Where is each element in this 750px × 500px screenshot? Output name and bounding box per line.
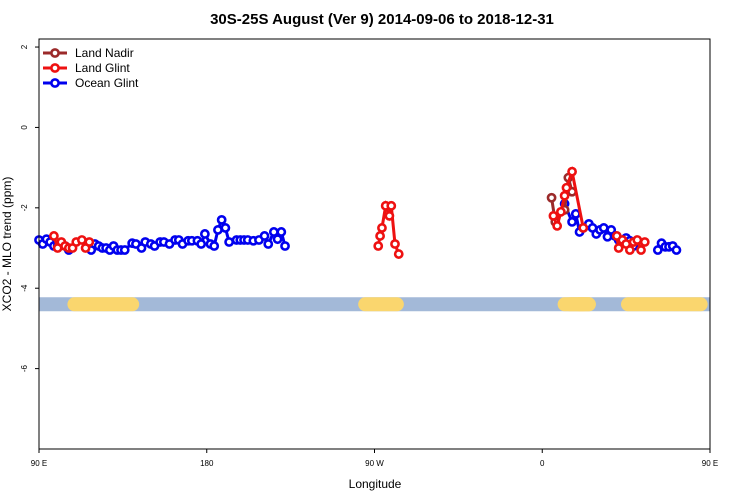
legend-marker (50, 48, 60, 58)
legend-marker (50, 63, 60, 73)
data-point (272, 234, 283, 245)
data-point (578, 223, 589, 233)
data-point (559, 190, 570, 201)
data-point (196, 239, 207, 249)
data-point (555, 206, 566, 217)
data-point (375, 231, 385, 241)
data-point (263, 239, 274, 249)
legend-label: Land Nadir (75, 46, 134, 60)
data-point (377, 223, 387, 233)
data-point (216, 214, 227, 225)
data-point (276, 227, 287, 237)
data-point (570, 208, 581, 219)
data-point (552, 221, 563, 231)
x-axis: 90 E 180 90 W 0 90 E (31, 449, 718, 468)
x-tick-label: 90 E (702, 459, 718, 468)
data-point (652, 245, 663, 255)
data-point (567, 166, 577, 177)
y-tick-label: 0 (20, 125, 29, 130)
legend-marker (50, 78, 60, 88)
data-point (84, 237, 95, 247)
data-point (671, 245, 682, 255)
data-point (598, 223, 609, 233)
data-point (561, 182, 572, 193)
data-point (636, 245, 646, 255)
x-axis-label: Longitude (349, 477, 402, 491)
y-axis: 2 0 -2 -4 -6 (20, 44, 39, 372)
data-point (546, 192, 557, 203)
y-tick-label: 2 (20, 44, 29, 49)
data-point (393, 249, 404, 259)
series-land-glint (49, 165, 650, 259)
data-point (224, 237, 235, 247)
legend-item: Land Glint (43, 61, 130, 75)
y-tick-label: -2 (20, 204, 29, 212)
data-point (632, 235, 643, 245)
legend-item: Ocean Glint (43, 76, 139, 90)
data-point (76, 235, 87, 245)
series-layer (34, 165, 682, 259)
data-point (624, 245, 635, 255)
legend-label: Land Glint (75, 61, 130, 75)
data-point (386, 200, 397, 211)
data-point (259, 231, 270, 241)
data-point (199, 229, 210, 239)
data-point (390, 239, 400, 249)
chart-title: 30S-25S August (Ver 9) 2014-09-06 to 201… (210, 11, 554, 28)
x-tick-label: 0 (540, 459, 545, 468)
series-ocean-glint (34, 198, 682, 255)
data-point (567, 216, 577, 227)
y-tick-label: -6 (20, 365, 29, 373)
y-tick-label: -4 (20, 284, 29, 292)
data-point (280, 241, 290, 251)
data-point (213, 225, 223, 235)
y-axis-label: XCO2 - MLO trend (ppm) (0, 177, 14, 312)
x-tick-label: 90 W (365, 459, 384, 468)
data-point (49, 231, 59, 241)
data-point (613, 243, 624, 253)
data-point (548, 210, 559, 221)
data-point (119, 245, 130, 255)
legend-item: Land Nadir (43, 46, 134, 60)
data-point (373, 241, 384, 251)
data-point (639, 237, 650, 247)
x-tick-label: 90 E (31, 459, 47, 468)
data-point (209, 241, 220, 251)
data-point (384, 210, 395, 221)
legend-label: Ocean Glint (75, 76, 139, 90)
data-point (220, 223, 231, 233)
x-tick-label: 180 (200, 459, 214, 468)
